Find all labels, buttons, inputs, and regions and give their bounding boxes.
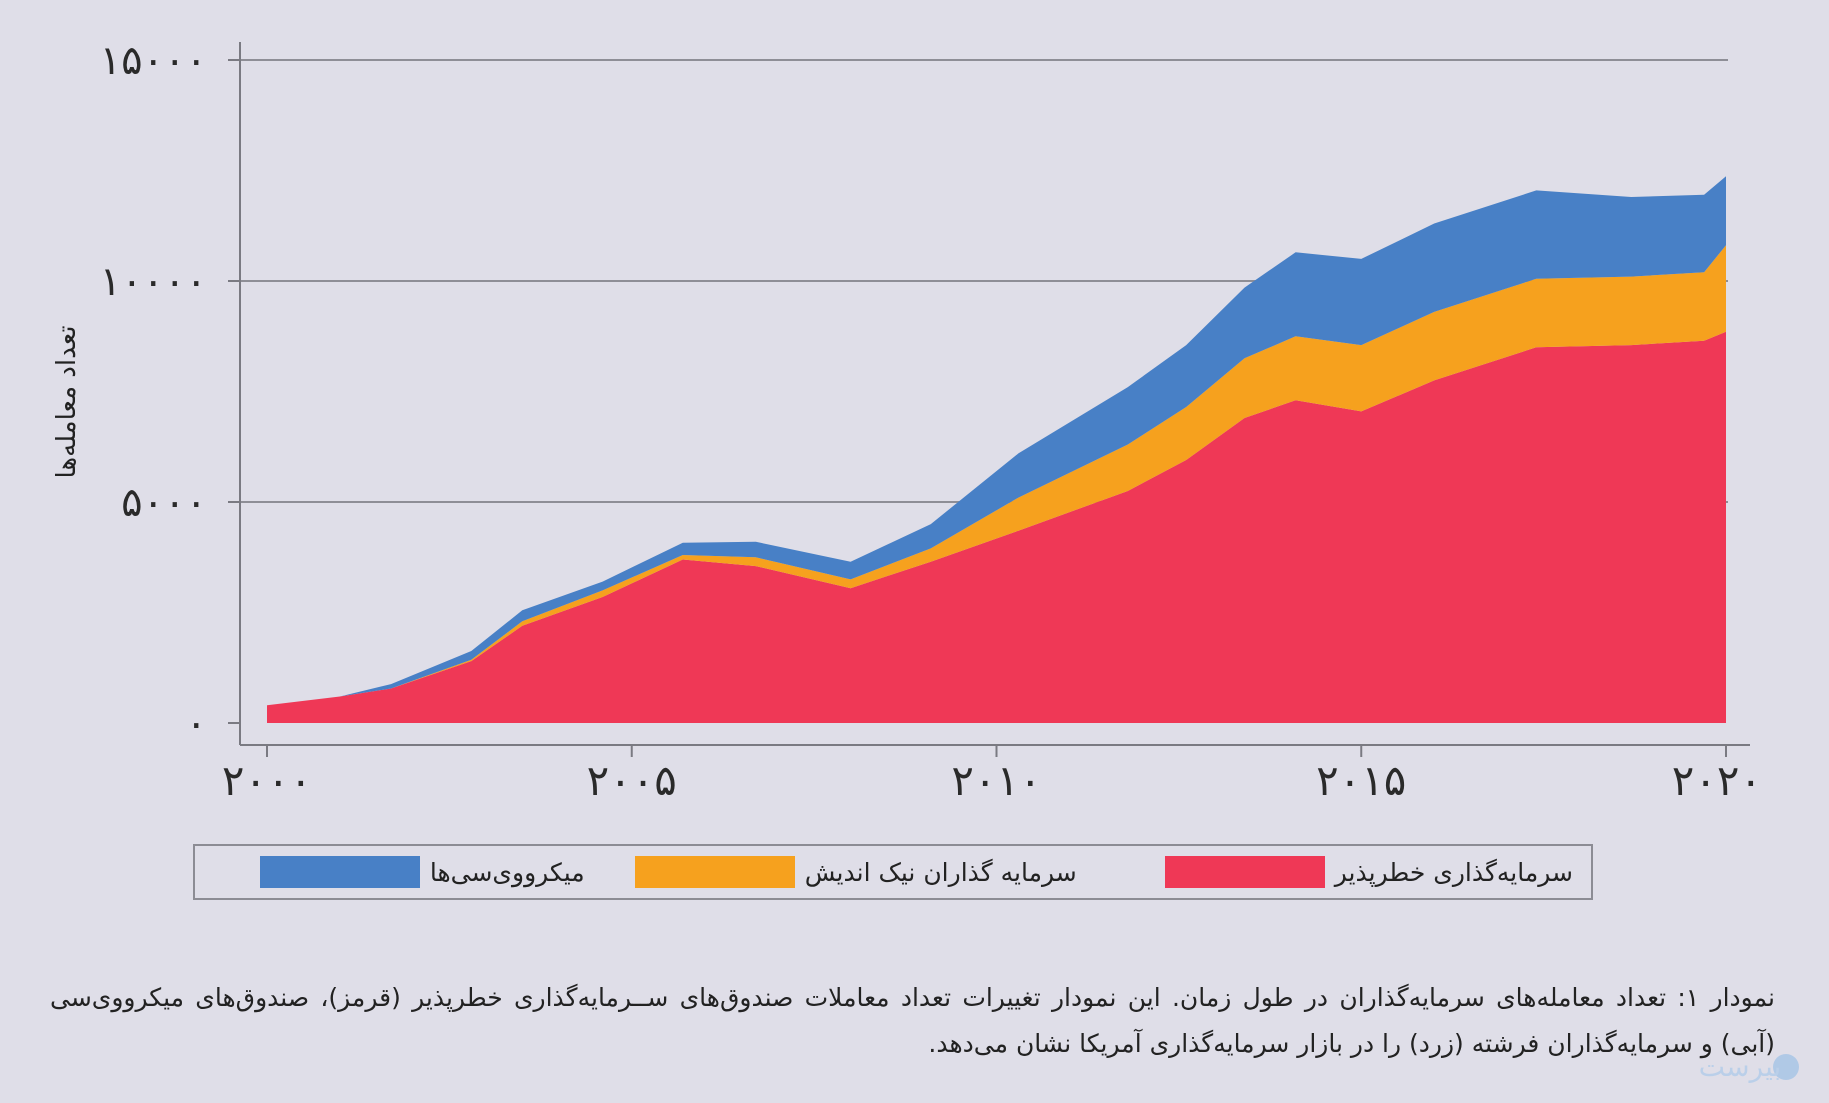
legend-item-venture-capital: سرمایه‌گذاری خطرپذیر [1164, 856, 1573, 888]
legend-label: سرمایه‌گذاری خطرپذیر [1334, 857, 1573, 887]
legend-label: سرمایه گذاران نیک اندیش [804, 857, 1077, 887]
figure-caption: نمودار ۱: تعداد معامله‌های سرمایه‌گذاران… [50, 983, 1775, 1058]
legend-label: میکرو‌وی‌سی‌ها [429, 857, 585, 887]
legend-item-angel-investors: سرمایه گذاران نیک اندیش [634, 856, 1077, 888]
axes [228, 42, 1750, 757]
y-axis-label: تعداد معامله‌ها [52, 326, 82, 479]
area-series-0 [267, 331, 1726, 723]
y-tick-label-3: ۱۵۰۰۰ [100, 38, 207, 84]
x-tick-label-4: ۲۰۲۰ [1672, 756, 1762, 805]
x-tick-label-3: ۲۰۱۵ [1316, 756, 1406, 805]
y-tick-labels: ۰ ۵۰۰۰ ۱۰۰۰۰ ۱۵۰۰۰ [100, 38, 207, 747]
y-tick-label-2: ۱۰۰۰۰ [100, 259, 207, 305]
area-series-2 [267, 176, 1726, 706]
legend: سرمایه‌گذاری خطرپذیر سرمایه گذاران نیک ا… [193, 844, 1593, 900]
x-tick-labels: ۲۰۰۰ ۲۰۰۵ ۲۰۱۰ ۲۰۱۵ ۲۰۲۰ [222, 756, 1762, 805]
watermark-text: بیرست [1699, 1050, 1782, 1083]
stacked-area-chart: ۰ ۵۰۰۰ ۱۰۰۰۰ ۱۵۰۰۰ ۲۰۰۰ ۲۰۰۵ ۲۰۱۰ ۲۰۱۵ ۲۰۲۰ تعد… [52, 38, 1762, 805]
x-tick-label-0: ۲۰۰۰ [222, 756, 312, 805]
legend-swatch-red [1164, 856, 1325, 888]
legend-swatch-blue [259, 856, 420, 888]
x-tick-label-1: ۲۰۰۵ [587, 756, 677, 805]
legend-item-micro-vc: میکرو‌وی‌سی‌ها [259, 856, 585, 888]
brand-watermark-logo: بیرست [1699, 1050, 1799, 1083]
y-tick-label-0: ۰ [186, 701, 207, 747]
x-tick-label-2: ۲۰۱۰ [951, 756, 1041, 805]
area-series-1 [267, 245, 1726, 706]
legend-swatch-orange [634, 856, 795, 888]
area-series [267, 176, 1726, 723]
y-tick-label-1: ۵۰۰۰ [121, 480, 207, 526]
